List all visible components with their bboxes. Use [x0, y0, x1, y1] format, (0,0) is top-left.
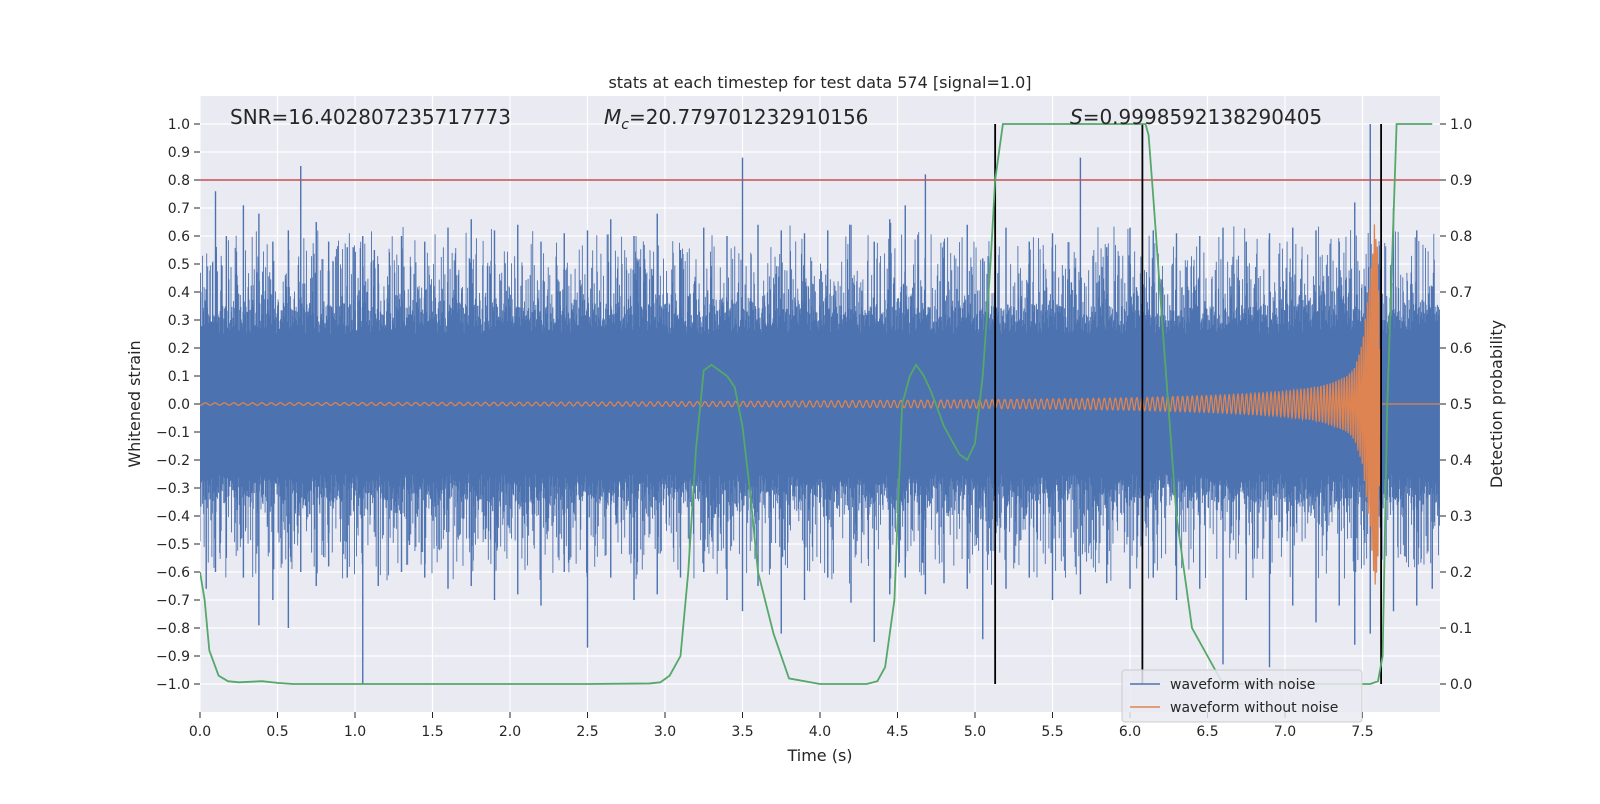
x-tick-label: 6.0	[1119, 724, 1141, 740]
y2-tick-label: 0.7	[1450, 285, 1472, 301]
chart-title: stats at each timestep for test data 574…	[608, 73, 1031, 92]
y-tick-label: −0.8	[156, 621, 190, 637]
y2-tick-label: 0.2	[1450, 565, 1472, 581]
chirp-mass-value: =20.779701232910156	[629, 105, 868, 129]
chirp-mass-symbol: M	[604, 105, 621, 129]
detection-probability-line	[200, 123, 1433, 685]
series-detection-probability	[200, 123, 1433, 685]
y-tick-label: 0.1	[168, 369, 190, 385]
x-tick-label: 0.0	[189, 724, 211, 740]
x-tick-label: 1.0	[344, 724, 366, 740]
y-tick-label: −1.0	[156, 677, 190, 693]
detection-statistic-annotation: S=0.9998592138290405	[1070, 105, 1322, 129]
y-tick-label: 0.8	[168, 173, 190, 189]
y-tick-label: −0.3	[156, 481, 190, 497]
y-tick-label: 0.4	[168, 285, 190, 301]
detection-statistic-value: =0.9998592138290405	[1083, 105, 1322, 129]
y-tick-label: 0.6	[168, 229, 190, 245]
legend: waveform with noise waveform without noi…	[1121, 669, 1363, 723]
plot-area	[200, 123, 1440, 685]
y-tick-label: −0.7	[156, 593, 190, 609]
y-tick-label: 0.2	[168, 341, 190, 357]
y-axis-label: Whitened strain	[125, 340, 144, 467]
x-axis-label: Time (s)	[786, 746, 852, 765]
y-tick-label: −0.9	[156, 649, 190, 665]
snr-annotation: SNR=16.402807235717773	[230, 105, 511, 129]
x-tick-label: 6.5	[1196, 724, 1218, 740]
y-tick-label: 0.7	[168, 201, 190, 217]
x-tick-label: 5.5	[1041, 724, 1063, 740]
x-tick-label: 4.5	[886, 724, 908, 740]
vertical-markers	[994, 124, 1382, 684]
y2-axis-ticks: 1.0 0.9 0.8 0.7 0.6 0.5 0.4 0.3 0.2 0.1 0.0	[1440, 117, 1472, 693]
chirp-mass-subscript: c	[621, 117, 629, 133]
x-tick-label: 7.5	[1351, 724, 1373, 740]
y2-tick-label: 0.5	[1450, 397, 1472, 413]
series-waveform-with-noise	[200, 124, 1440, 684]
y-tick-label: −0.1	[156, 425, 190, 441]
chirp-mass-annotation: Mc=20.779701232910156	[604, 105, 868, 133]
y-tick-label: −0.2	[156, 453, 190, 469]
y-tick-label: 0.9	[168, 145, 190, 161]
y2-tick-label: 0.0	[1450, 677, 1472, 693]
y-tick-label: 0.0	[168, 397, 190, 413]
x-axis-ticks: 0.0 0.5 1.0 1.5 2.0 2.5 3.0 3.5 4.0 4.5 5.0 5.5 6.0 6…	[189, 712, 1374, 740]
y2-axis-label: Detection probability	[1487, 320, 1506, 488]
clean-waveform-line	[200, 224, 1440, 585]
x-tick-label: 7.0	[1274, 724, 1296, 740]
y2-tick-label: 0.1	[1450, 621, 1472, 637]
x-tick-label: 4.0	[809, 724, 831, 740]
y-tick-label: −0.5	[156, 537, 190, 553]
detection-statistic-symbol: S	[1070, 105, 1083, 129]
y-tick-label: 1.0	[168, 117, 190, 133]
y-tick-label: 0.3	[168, 313, 190, 329]
x-tick-label: 3.0	[654, 724, 676, 740]
y2-tick-label: 0.8	[1450, 229, 1472, 245]
x-tick-label: 1.5	[421, 724, 443, 740]
y2-tick-label: 0.3	[1450, 509, 1472, 525]
x-tick-label: 3.5	[731, 724, 753, 740]
legend-label-noise: waveform with noise	[1170, 677, 1315, 693]
y-tick-label: −0.6	[156, 565, 190, 581]
y2-tick-label: 0.6	[1450, 341, 1472, 357]
y2-tick-label: 1.0	[1450, 117, 1472, 133]
y-axis-ticks: 1.0 0.9 0.8 0.7 0.6 0.5 0.4 0.3 0.2 0.1 0.0 −0.1 −0.…	[156, 117, 200, 693]
legend-box	[1121, 669, 1363, 723]
y-tick-label: 0.5	[168, 257, 190, 273]
series-waveform-without-noise	[200, 224, 1440, 585]
x-tick-label: 5.0	[964, 724, 986, 740]
y2-tick-label: 0.4	[1450, 453, 1472, 469]
y2-tick-label: 0.9	[1450, 173, 1472, 189]
y-tick-label: −0.4	[156, 509, 190, 525]
x-tick-label: 2.0	[499, 724, 521, 740]
x-tick-label: 2.5	[576, 724, 598, 740]
x-tick-label: 0.5	[266, 724, 288, 740]
legend-label-clean: waveform without noise	[1170, 700, 1338, 716]
